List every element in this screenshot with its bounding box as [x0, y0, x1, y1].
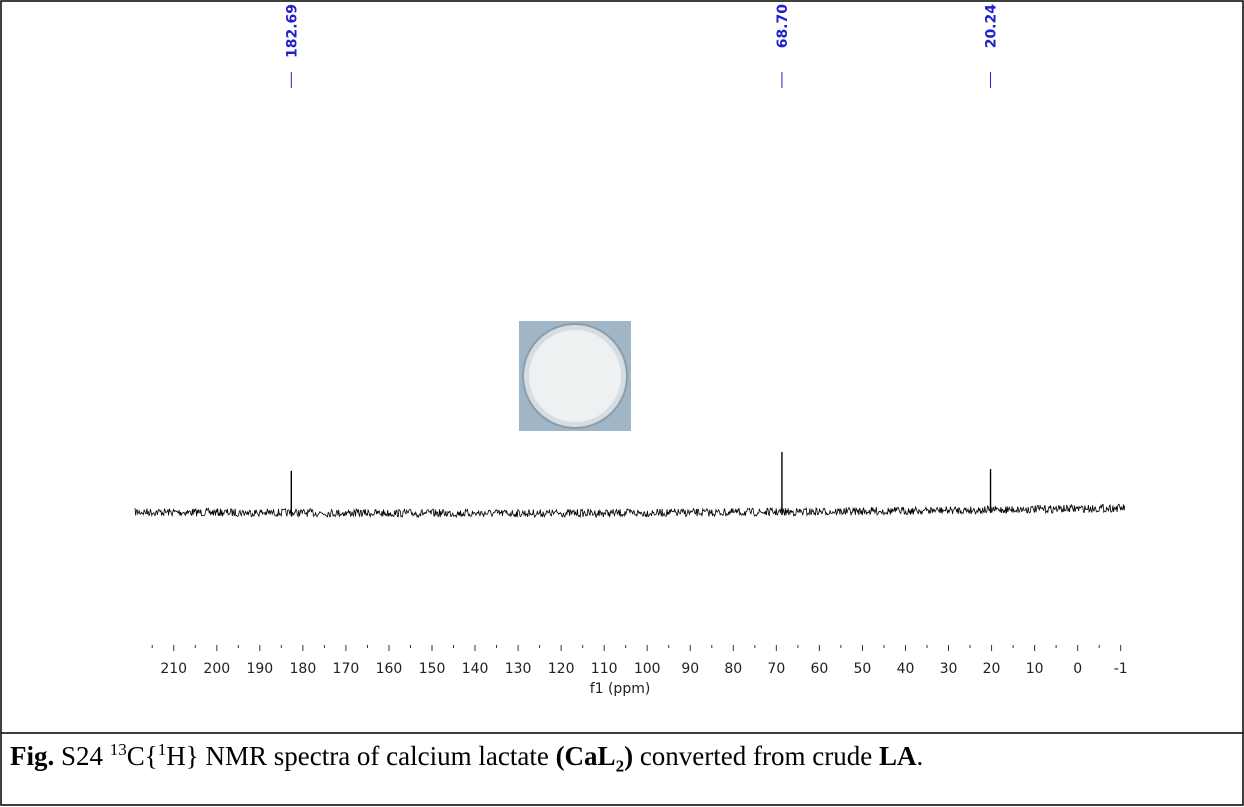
peak-label: 20.24 [984, 4, 1000, 49]
x-tick-label: 180 [290, 661, 317, 677]
caption-sup: 13 [109, 740, 127, 759]
x-tick-label: 160 [376, 661, 403, 677]
x-tick-label: 130 [505, 661, 532, 677]
x-tick-label: 120 [548, 661, 575, 677]
noise-baseline [134, 503, 1126, 519]
x-tick-label: 190 [246, 661, 273, 677]
x-tick-label: 30 [940, 661, 958, 677]
caption-sub: 2 [615, 756, 625, 776]
x-tick-label: -1 [1114, 661, 1128, 677]
x-tick-label: 70 [767, 661, 785, 677]
x-axis-label: f1 (ppm) [590, 681, 651, 697]
caption-text: . [916, 741, 924, 771]
caption-bold: LA [878, 741, 917, 771]
x-tick-label: 200 [203, 661, 230, 677]
caption: Fig. S24 13C{1H} NMR spectra of calcium … [10, 740, 923, 776]
x-tick-label: 150 [419, 661, 446, 677]
x-tick-label: 0 [1073, 661, 1082, 677]
caption-text: C{ [126, 741, 158, 771]
x-tick-label: 10 [1026, 661, 1044, 677]
x-tick-label: 50 [854, 661, 872, 677]
caption-bold: ) [624, 741, 634, 771]
x-tick-label: 20 [983, 661, 1001, 677]
caption-label: Fig. [10, 741, 55, 771]
sample-photo [519, 321, 631, 431]
peak-label: 182.69 [284, 4, 300, 58]
x-tick-label: 90 [681, 661, 699, 677]
x-tick-label: 100 [634, 661, 661, 677]
x-tick-label: 140 [462, 661, 489, 677]
caption-sup: 1 [157, 740, 167, 759]
caption-bold: (CaL [555, 741, 616, 771]
x-tick-label: 60 [810, 661, 828, 677]
caption-text: S24 [54, 741, 110, 771]
caption-text: H} NMR spectra of calcium lactate [166, 741, 556, 771]
peak-label: 68.70 [775, 4, 791, 49]
x-tick-label: 80 [724, 661, 742, 677]
powder [529, 330, 621, 422]
x-tick-label: 210 [160, 661, 187, 677]
x-tick-label: 110 [591, 661, 618, 677]
caption-text: converted from crude [633, 741, 879, 771]
x-tick-label: 40 [897, 661, 915, 677]
x-tick-label: 170 [333, 661, 360, 677]
